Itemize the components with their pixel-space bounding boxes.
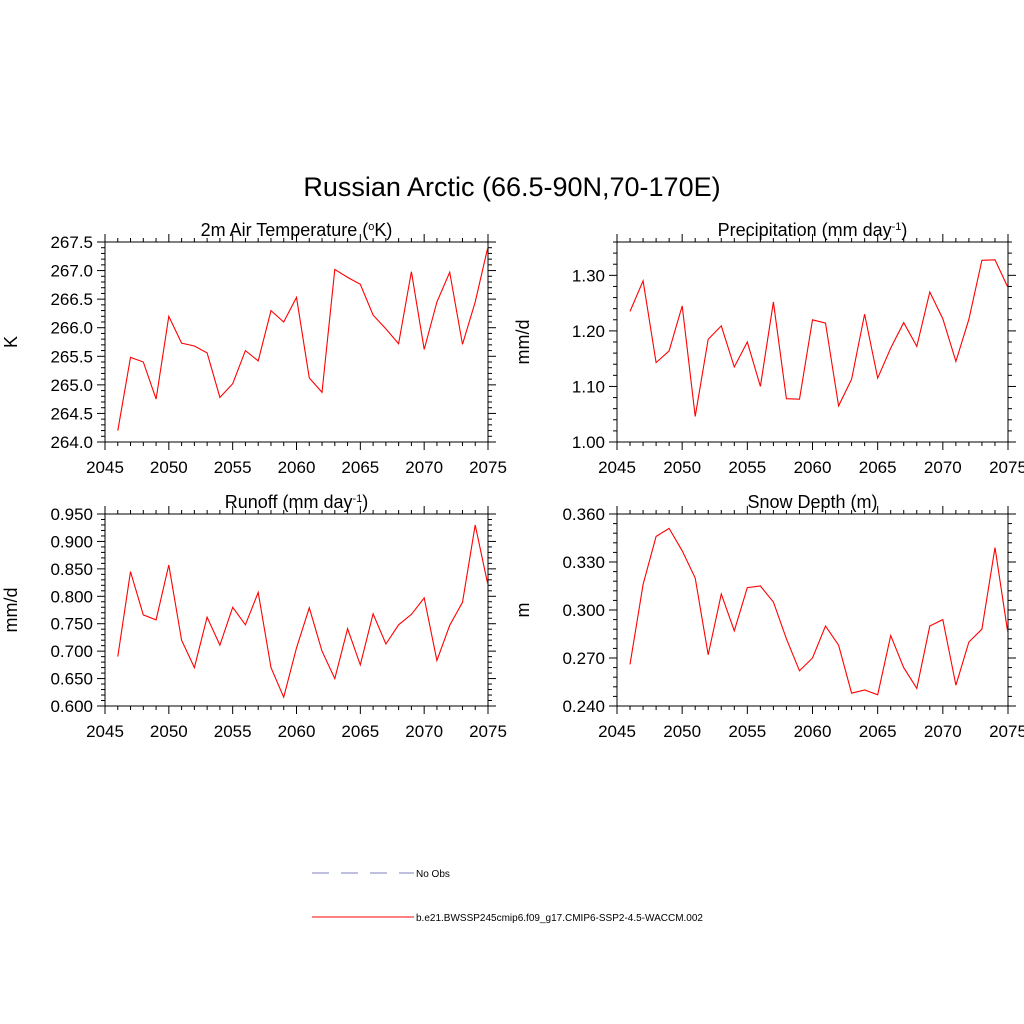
runoff-xtick-label: 2045 (86, 722, 124, 741)
precipitation-xtick-label: 2075 (989, 458, 1024, 477)
temperature-ytick-label: 266.0 (50, 319, 93, 338)
runoff-xtick-label: 2050 (150, 722, 188, 741)
legend-item-model: b.e21.BWSSP245cmip6.f09_g17.CMIP6-SSP2-4… (312, 913, 703, 924)
panels: 2m Air Temperature (oK) K 2045 2050 2055 2060… (1, 220, 1024, 741)
precipitation-xtick-label: 2055 (728, 458, 766, 477)
precipitation-xtick-label: 2060 (794, 458, 832, 477)
precipitation-ytick-label: 1.00 (572, 433, 605, 452)
runoff-series-line (117, 524, 488, 699)
precipitation-ytick-label: 1.20 (572, 322, 605, 341)
snow-depth-xtick-label: 2075 (989, 722, 1024, 741)
temperature-xtick-label: 2075 (469, 458, 507, 477)
runoff-xtick-label: 2075 (469, 722, 507, 741)
snow-depth-frame (616, 513, 1009, 707)
temperature-title-main: 2m Air Temperature ( (201, 220, 369, 240)
legend-label-no-obs: No Obs (416, 869, 450, 880)
temperature-series-line (117, 246, 488, 431)
runoff-ytick-label: 0.800 (50, 587, 93, 606)
runoff-ytick-label: 0.600 (50, 697, 93, 716)
panel-temperature: 2m Air Temperature (oK) K 2045 2050 2055 2060… (1, 220, 507, 477)
runoff-frame (104, 513, 489, 707)
precipitation-xtick-label: 2070 (924, 458, 962, 477)
precipitation-series-line (629, 259, 1008, 417)
figure-title: Russian Arctic (66.5-90N,70-170E) (303, 172, 720, 202)
runoff-ytick-label: 0.700 (50, 642, 93, 661)
temperature-xtick-label: 2055 (214, 458, 252, 477)
temperature-ytick-label: 267.0 (50, 262, 93, 281)
precipitation-title-main: Precipitation (mm day (718, 220, 892, 240)
temperature-xtick-label: 2045 (86, 458, 124, 477)
runoff-ytick-label: 0.950 (50, 505, 93, 524)
runoff-title-main: Runoff (mm day (225, 492, 353, 512)
temperature-title: 2m Air Temperature (oK) (201, 220, 393, 240)
runoff-title-tail: ) (362, 492, 368, 512)
precipitation-xtick-label: 2065 (859, 458, 897, 477)
snow-depth-series-line (629, 527, 1008, 696)
snow-depth-ytick-label: 0.270 (562, 649, 605, 668)
snow-depth-xtick-label: 2050 (663, 722, 701, 741)
snow-depth-xtick-label: 2070 (924, 722, 962, 741)
temperature-xtick-label: 2065 (341, 458, 379, 477)
legend-item-no-obs: No Obs (312, 869, 450, 880)
panel-precipitation: Precipitation (mm day-1) mm/d 2045 2050 2055… (513, 220, 1024, 477)
precipitation-title: Precipitation (mm day-1) (718, 220, 908, 240)
precipitation-ytick-label: 1.10 (572, 377, 605, 396)
snow-depth-ytick-label: 0.240 (562, 697, 605, 716)
runoff-ytick-label: 0.750 (50, 615, 93, 634)
legend-label-model: b.e21.BWSSP245cmip6.f09_g17.CMIP6-SSP2-4… (416, 913, 703, 924)
temperature-ytick-label: 265.5 (50, 347, 93, 366)
runoff-xtick-label: 2060 (278, 722, 316, 741)
temperature-ytick-label: 266.5 (50, 290, 93, 309)
precipitation-title-sup: -1 (892, 221, 902, 233)
snow-depth-ytick-label: 0.300 (562, 601, 605, 620)
temperature-ytick-label: 264.5 (50, 404, 93, 423)
runoff-xtick-label: 2065 (341, 722, 379, 741)
panel-runoff: Runoff (mm day-1) mm/d 2045 2050 2055 2060 206… (1, 492, 507, 741)
snow-depth-ytick-label: 0.360 (562, 505, 605, 524)
temperature-frame (104, 241, 489, 443)
temperature-ylabel: K (1, 336, 21, 348)
snow-depth-ytick-label: 0.330 (562, 553, 605, 572)
runoff-ylabel: mm/d (1, 588, 21, 633)
runoff-xtick-label: 2070 (405, 722, 443, 741)
runoff-ytick-label: 0.900 (50, 532, 93, 551)
temperature-ytick-label: 265.0 (50, 376, 93, 395)
legend: No Obs b.e21.BWSSP245cmip6.f09_g17.CMIP6… (312, 869, 703, 924)
temperature-title-tail: K) (374, 220, 392, 240)
temperature-xtick-label: 2070 (405, 458, 443, 477)
panel-snow-depth: Snow Depth (m) m 2045 2050 2055 2060 2065 2070 2… (513, 492, 1024, 741)
precipitation-xtick-label: 2045 (598, 458, 636, 477)
temperature-title-sup: o (368, 221, 374, 233)
snow-depth-xtick-label: 2045 (598, 722, 636, 741)
temperature-ytick-label: 264.0 (50, 433, 93, 452)
runoff-ytick-label: 0.850 (50, 560, 93, 579)
snow-depth-title-main: Snow Depth (m) (747, 492, 877, 512)
temperature-ytick-label: 267.5 (50, 233, 93, 252)
temperature-xtick-label: 2050 (150, 458, 188, 477)
runoff-ytick-label: 0.650 (50, 670, 93, 689)
snow-depth-xtick-label: 2055 (728, 722, 766, 741)
runoff-xtick-label: 2055 (214, 722, 252, 741)
snow-depth-xtick-label: 2060 (794, 722, 832, 741)
runoff-title: Runoff (mm day-1) (225, 492, 369, 512)
precipitation-ytick-label: 1.30 (572, 266, 605, 285)
precipitation-ylabel: mm/d (513, 320, 533, 365)
precipitation-xtick-label: 2050 (663, 458, 701, 477)
precipitation-frame (616, 241, 1009, 443)
runoff-title-sup: -1 (352, 493, 362, 505)
snow-depth-ylabel: m (513, 603, 533, 618)
snow-depth-title: Snow Depth (m) (747, 492, 877, 512)
snow-depth-xtick-label: 2065 (859, 722, 897, 741)
temperature-xtick-label: 2060 (278, 458, 316, 477)
precipitation-title-tail: ) (901, 220, 907, 240)
